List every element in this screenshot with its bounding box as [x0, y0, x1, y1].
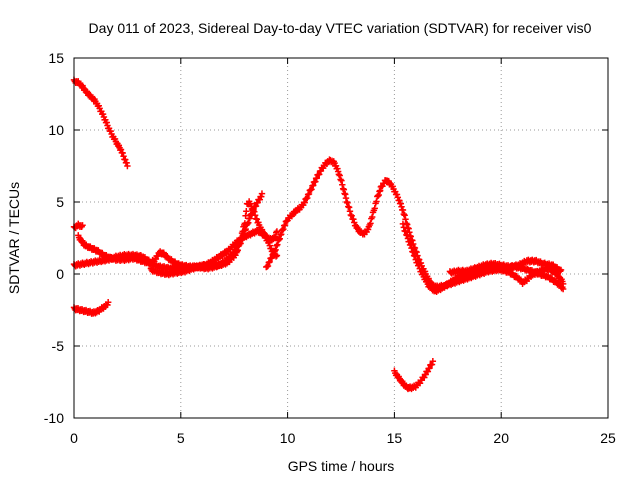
- data-point-marker: [411, 252, 419, 260]
- data-point-marker: [280, 225, 287, 233]
- data-point-marker: [347, 211, 355, 219]
- data-point-marker: [367, 220, 374, 227]
- data-point-marker: [428, 361, 436, 368]
- data-point-marker: [266, 258, 273, 266]
- series-arc-short-start: [70, 220, 86, 232]
- data-point-marker: [399, 206, 407, 214]
- data-point-marker: [251, 212, 259, 219]
- data-point-marker: [273, 252, 281, 259]
- data-point-marker: [124, 162, 131, 170]
- data-series: [70, 76, 567, 393]
- data-point-marker: [557, 267, 564, 275]
- data-point-marker: [399, 220, 407, 228]
- data-point-marker: [373, 198, 380, 205]
- data-point-marker: [401, 212, 408, 219]
- y-tick-label: 10: [48, 122, 64, 138]
- data-point-marker: [344, 199, 351, 207]
- x-tick-label: 5: [177, 430, 185, 446]
- series-arc-afternoon-low: [391, 358, 437, 393]
- data-point-marker: [400, 210, 407, 218]
- series-arc-early-low: [70, 299, 112, 317]
- data-point-marker: [409, 237, 416, 244]
- series-arc-upper-afternoon: [446, 256, 565, 277]
- data-point-marker: [99, 110, 107, 118]
- x-tick-label: 25: [600, 430, 616, 446]
- data-point-marker: [371, 205, 378, 212]
- data-point-marker: [429, 358, 437, 365]
- x-tick-label: 0: [70, 430, 78, 446]
- data-point-marker: [264, 262, 272, 270]
- series-arc-morning-c: [147, 198, 281, 279]
- plot-frame: [73, 57, 609, 419]
- data-point-marker: [368, 213, 376, 221]
- data-point-marker: [339, 181, 346, 188]
- data-point-marker: [243, 208, 250, 215]
- series-arc-main-lower: [399, 220, 567, 295]
- y-tick-label: 15: [48, 50, 64, 66]
- data-point-marker: [409, 248, 417, 256]
- data-point-marker: [350, 216, 357, 223]
- x-axis-label: GPS time / hours: [288, 458, 395, 474]
- data-point-marker: [272, 246, 279, 254]
- y-tick-label: 5: [56, 194, 64, 210]
- data-point-marker: [305, 190, 313, 198]
- data-point-marker: [402, 216, 409, 223]
- y-axis-label: SDTVAR / TECUs: [6, 182, 22, 294]
- axis-ticks: 0 5 10 15 20 25 -10 -5 0 5 10 15: [44, 50, 616, 446]
- data-point-marker: [273, 242, 280, 249]
- data-point-marker: [338, 177, 345, 184]
- x-tick-label: 20: [493, 430, 509, 446]
- data-point-marker: [415, 262, 423, 269]
- data-point-marker: [345, 204, 353, 211]
- x-tick-label: 10: [280, 430, 296, 446]
- data-point-marker: [402, 228, 409, 235]
- data-point-marker: [346, 208, 354, 215]
- data-point-marker: [281, 221, 289, 229]
- data-point-marker: [351, 219, 358, 226]
- grid-lines: [74, 58, 608, 418]
- data-point-marker: [120, 153, 127, 160]
- data-point-marker: [271, 247, 278, 255]
- data-point-marker: [251, 208, 258, 215]
- data-point-marker: [104, 299, 112, 306]
- x-tick-label: 15: [387, 430, 403, 446]
- series-arc-main: [263, 156, 567, 293]
- y-tick-label: -10: [44, 410, 64, 426]
- series-arc-morning-b: [70, 190, 266, 273]
- data-point-marker: [258, 190, 266, 197]
- data-point-marker: [408, 244, 415, 252]
- data-point-marker: [393, 191, 401, 198]
- data-point-marker: [557, 266, 565, 274]
- data-point-marker: [400, 224, 407, 231]
- y-tick-label: 0: [56, 266, 64, 282]
- data-point-marker: [107, 127, 114, 135]
- series-arc-early-high: [70, 76, 131, 170]
- data-point-marker: [273, 228, 281, 235]
- y-tick-label: -5: [52, 338, 65, 354]
- data-point-marker: [117, 146, 125, 153]
- data-point-marker: [348, 212, 355, 219]
- data-point-marker: [301, 199, 308, 206]
- data-point-marker: [336, 172, 343, 179]
- data-point-marker: [308, 186, 315, 193]
- data-point-marker: [119, 149, 126, 157]
- data-point-marker: [426, 365, 433, 372]
- data-point-marker: [345, 203, 352, 210]
- data-point-marker: [337, 176, 344, 183]
- data-point-marker: [559, 280, 567, 288]
- data-point-marker: [316, 171, 323, 178]
- chart-title: Day 011 of 2023, Sidereal Day-to-day VTE…: [89, 20, 592, 36]
- data-point-marker: [241, 220, 249, 227]
- data-point-marker: [274, 241, 281, 248]
- data-point-marker: [79, 222, 86, 229]
- data-point-marker: [335, 171, 343, 178]
- data-point-marker: [304, 194, 311, 202]
